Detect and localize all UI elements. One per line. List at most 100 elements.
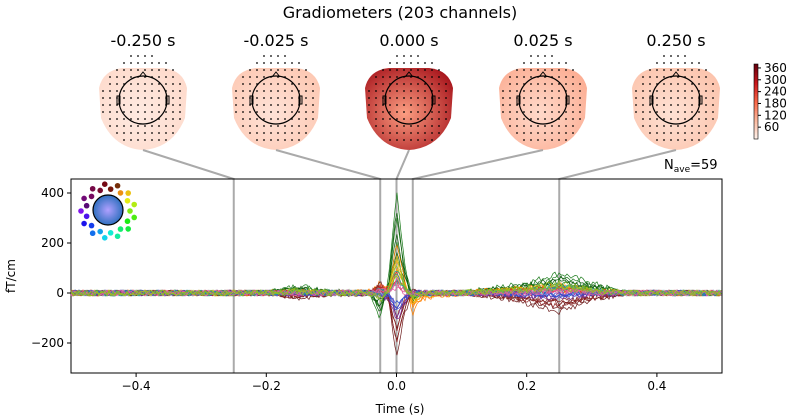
sensor-dot <box>558 83 560 85</box>
sensor-dot <box>389 97 391 99</box>
sensor-dot <box>698 139 700 141</box>
sensor-dot <box>558 97 560 99</box>
sensor-dot <box>663 90 665 92</box>
colorbar-segment <box>754 97 758 101</box>
sensor-dot <box>417 55 419 57</box>
sensor-dot <box>123 139 125 141</box>
sensor-dot <box>116 111 118 113</box>
sensor-dot <box>530 132 532 134</box>
sensor-dot <box>123 76 125 78</box>
sensor-dot <box>263 55 265 57</box>
sensor-dot <box>277 83 279 85</box>
colorbar-segment <box>754 125 758 129</box>
colorbar-segment <box>754 103 758 106</box>
sensor-dot <box>242 118 244 120</box>
sensor-dot <box>649 118 651 120</box>
sensor-dot <box>642 118 644 120</box>
sensor-dot <box>516 111 518 113</box>
sensor-dot <box>144 125 146 127</box>
sensor-dot <box>523 97 525 99</box>
sensor-dot <box>249 132 251 134</box>
sensor-dot <box>544 97 546 99</box>
sensor-dot <box>130 62 132 64</box>
x-tick-label: −0.2 <box>252 379 281 393</box>
sensor-dot <box>431 90 433 92</box>
sensor-dot <box>235 97 237 99</box>
topomap: 0.025 s <box>499 31 587 150</box>
sensor-dot <box>389 118 391 120</box>
sensor-dot <box>537 125 539 127</box>
sensor-dot <box>684 125 686 127</box>
colorbar-segment <box>754 64 758 67</box>
sensor-dot <box>691 76 693 78</box>
sensor-dot <box>382 97 384 99</box>
sensor-dot <box>572 132 574 134</box>
sensor-dot <box>172 132 174 134</box>
sensor-dot <box>537 132 539 134</box>
sensor-dot <box>509 118 511 120</box>
sensor-color-legend <box>78 181 138 241</box>
sensor-dot <box>144 111 146 113</box>
y-tick-label: 200 <box>41 236 64 250</box>
sensor-dot <box>698 69 700 71</box>
sensor-dot <box>551 132 553 134</box>
sensor-dot <box>396 118 398 120</box>
colorbar-segment <box>754 110 758 114</box>
sensor-dot <box>284 125 286 127</box>
x-tick-label: 0.4 <box>647 379 666 393</box>
sensor-dot <box>565 139 567 141</box>
sensor-dot <box>691 90 693 92</box>
sensor-dot <box>558 62 560 64</box>
sensor-dot <box>642 111 644 113</box>
topomap: 0.250 s <box>632 31 720 150</box>
colorbar-segment <box>754 120 758 123</box>
sensor-dot <box>431 97 433 99</box>
sensor-dot <box>649 69 651 71</box>
sensor-dot <box>572 69 574 71</box>
topomap-field <box>99 68 187 150</box>
sensor-dot <box>298 69 300 71</box>
topomap: 0.000 s <box>365 31 453 150</box>
sensor-dot <box>544 125 546 127</box>
sensor-dot <box>417 83 419 85</box>
sensor-dot <box>635 97 637 99</box>
sensor-dot <box>305 90 307 92</box>
sensor-dot <box>530 83 532 85</box>
colorbar-segment <box>754 95 758 99</box>
sensor-dot <box>530 111 532 113</box>
right-ear <box>565 95 570 105</box>
sensor-dot <box>656 118 658 120</box>
nave-value: =59 <box>690 158 717 173</box>
sensor-dot <box>396 76 398 78</box>
figure-title: Gradiometers (203 channels) <box>283 3 517 22</box>
sensor-dot <box>151 55 153 57</box>
sensor-dot <box>424 118 426 120</box>
time-marker-line <box>275 149 382 373</box>
sensor-dot <box>172 125 174 127</box>
sensor-dot <box>123 69 125 71</box>
colorbar-segment <box>754 79 758 82</box>
sensor-legend-dot <box>88 222 95 229</box>
sensor-legend-dot <box>117 226 124 232</box>
colorbar-segment <box>754 129 758 132</box>
sensor-dot <box>551 104 553 106</box>
sensor-dot <box>130 111 132 113</box>
sensor-dot <box>137 69 139 71</box>
sensor-legend-dot <box>78 208 84 214</box>
sensor-dot <box>270 111 272 113</box>
sensor-dot <box>263 83 265 85</box>
sensor-dot <box>172 111 174 113</box>
time-marker-line <box>411 149 544 373</box>
colorbar-segment <box>754 99 758 102</box>
sensor-dot <box>663 62 665 64</box>
colorbar-segment <box>754 75 758 78</box>
sensor-dot <box>551 118 553 120</box>
colorbar-segment <box>754 90 758 93</box>
sensor-dot <box>677 69 679 71</box>
sensor-dot <box>698 118 700 120</box>
sensor-dot <box>572 83 574 85</box>
y-axis-label: fT/cm <box>4 259 18 293</box>
sensor-dot <box>263 104 265 106</box>
sensor-dot <box>684 83 686 85</box>
sensor-dot <box>368 90 370 92</box>
